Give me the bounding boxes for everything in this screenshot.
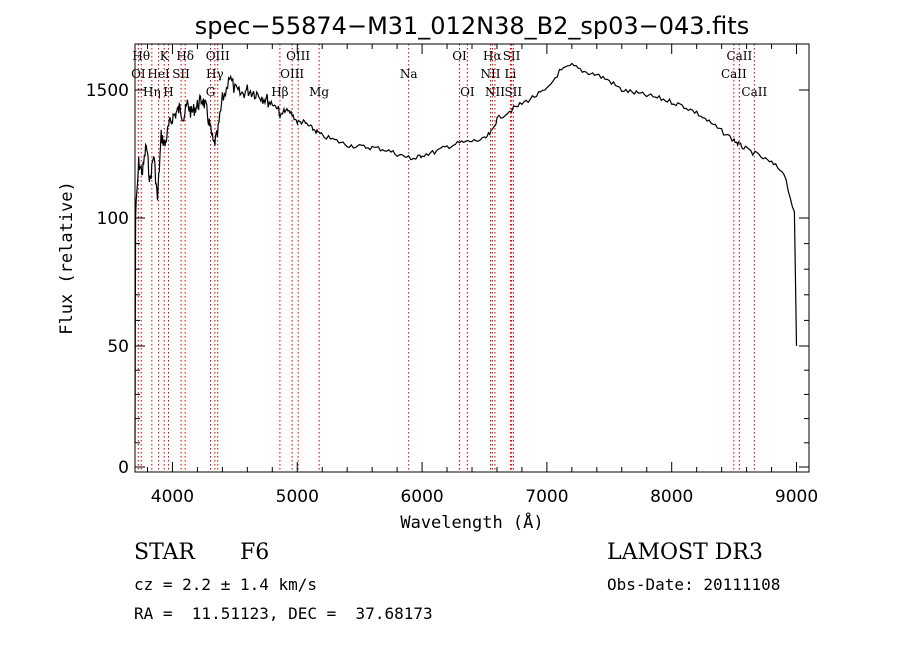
spectral-line-label: Hδ [176,49,194,63]
x-tick-label: 8000 [650,487,693,507]
spectral-line-label: H [163,85,173,99]
spectral-line-label: Hη [143,85,161,99]
spectral-line-label: G [206,85,216,99]
x-tick-label: 9000 [775,487,818,507]
spectral-line-label: OIII [280,67,304,81]
spectral-line-label: K [160,49,170,63]
spectral-line-label: SII [172,67,190,81]
spectral-line-label: Na [400,67,418,81]
spectral-line-label: HeI [147,67,170,81]
object-subclass: F6 [240,540,270,565]
spectral-line-label: CaII [741,85,767,99]
ra-dec-coordinates: RA = 11.51123, DEC = 37.68173 [134,604,433,623]
spectral-line-label: OI [460,85,475,99]
spectral-line-label: Hβ [271,85,288,99]
spectral-line-label: OIII [286,49,310,63]
spectral-line-label: CaII [726,49,752,63]
spectrum-line [134,62,798,443]
redshift-cz: cz = 2.2 ± 1.4 km/s [134,575,318,594]
x-axis-label: Wavelength (Å) [400,511,543,533]
y-tick-label: 1500 [86,81,129,101]
chart-title: spec−55874−M31_012N38_B2_sp03−043.fits [195,12,749,40]
spectral-line-label: NII [480,67,500,81]
x-tick-label: 7000 [525,487,568,507]
x-tick-label: 4000 [151,487,194,507]
spectral-line-label: Hγ [206,67,224,81]
x-tick-label: 6000 [400,487,443,507]
spectral-line-label: Mg [309,85,329,99]
x-tick-label: 5000 [276,487,319,507]
y-tick-label: 0 [118,458,129,478]
observation-date: Obs-Date: 20111108 [607,575,781,594]
spectral-line-markers: Hθ OI Hη K HeI Hδ SII H OIII Hγ G Hβ OIII OIII Mg Na OI O… [131,44,767,472]
spectral-line-label: Hθ [132,49,150,63]
spectral-line-label: SII [503,49,521,63]
axis-ticks: 4000 5000 6000 7000 8000 9000 0 50 100 1500 [86,44,818,507]
spectral-line-label: OI [452,49,467,63]
spectral-line-label: Li [505,67,517,81]
spectral-line-label: NII [485,85,505,99]
y-axis-label: Flux (relative) [57,181,77,335]
spectral-line-label: CaII [721,67,747,81]
plot-frame [134,43,810,473]
object-class: STAR [134,540,195,565]
y-tick-label: 100 [97,209,129,229]
spectral-line-label: OI [131,67,146,81]
survey-name: LAMOST DR3 [607,540,763,565]
spectral-line-label: SII [504,85,522,99]
spectral-line-label: Hα [483,49,502,63]
y-tick-label: 50 [107,337,129,357]
spectral-line-label: OIII [206,49,230,63]
